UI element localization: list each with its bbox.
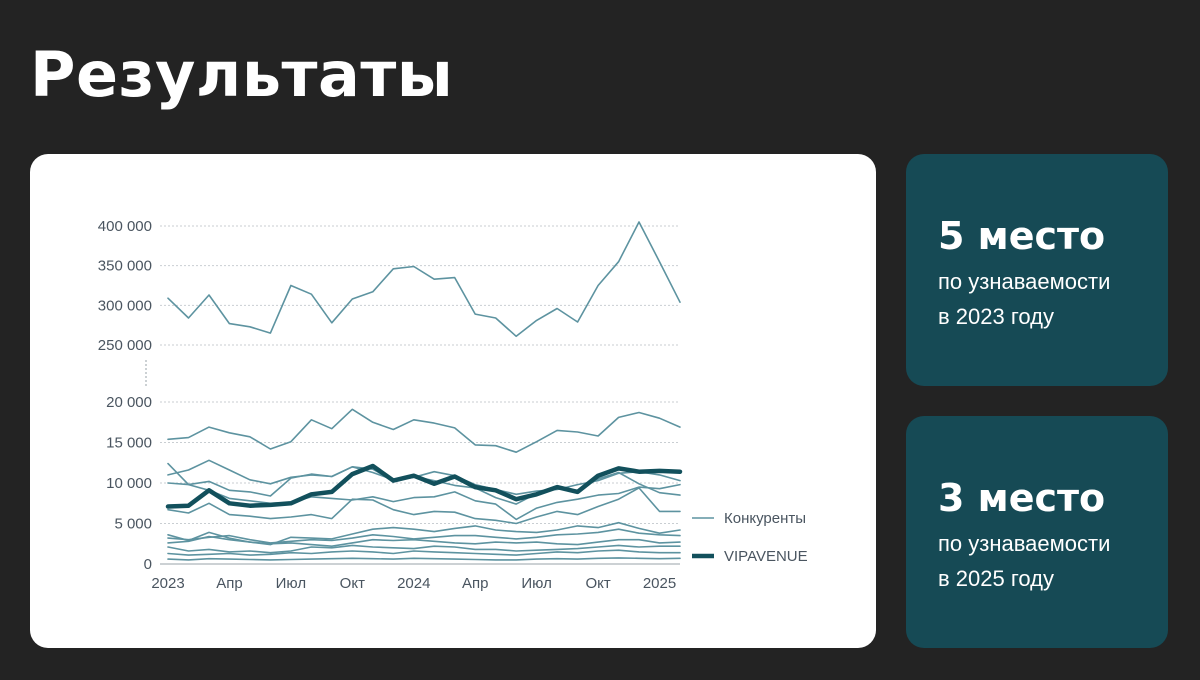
x-tick-label: Июл	[276, 575, 306, 592]
y-tick-label: 250 000	[98, 337, 152, 354]
y-tick-label: 20 000	[106, 394, 152, 411]
stat-rank: 3 место	[938, 476, 1106, 520]
x-tick-label: Окт	[340, 575, 365, 592]
x-tick-label: Апр	[216, 575, 242, 592]
series-line-competitor	[167, 549, 681, 556]
series-line-competitor	[167, 482, 681, 521]
chart-legend: Конкуренты VIPAVENUE	[692, 510, 808, 565]
series-line-competitor	[167, 544, 681, 554]
stat-caption-line: в 2025 году	[938, 566, 1054, 591]
y-tick-label: 10 000	[106, 475, 152, 492]
y-tick-label: 300 000	[98, 297, 152, 314]
legend-label: Конкуренты	[724, 510, 806, 527]
y-tick-label: 5 000	[114, 516, 152, 533]
series-line-competitor	[167, 528, 681, 544]
chart-lines	[165, 221, 683, 561]
series-line-competitor	[167, 408, 681, 454]
chart-axes: 250 000 300 000 350 000 400 000 0 5 000 10 000…	[98, 218, 676, 592]
stat-card-2023: 5 место по узнаваемости в 2023 году	[906, 154, 1168, 386]
stat-caption: по узнаваемости в 2023 году	[938, 264, 1158, 334]
chart-grid	[160, 225, 680, 565]
line-chart: 250 000 300 000 350 000 400 000 0 5 000 10 000…	[98, 218, 808, 592]
stat-rank: 5 место	[938, 214, 1106, 258]
series-line-competitor	[167, 221, 681, 338]
series-line-competitor	[167, 557, 681, 561]
x-tick-label: Апр	[462, 575, 488, 592]
x-tick-label: Окт	[585, 575, 610, 592]
stat-caption-line: по узнаваемости	[938, 269, 1111, 294]
series-line-vipavenue	[165, 463, 683, 509]
y-tick-label: 350 000	[98, 258, 152, 275]
x-tick-label: 2024	[397, 575, 430, 592]
x-tick-label: Июл	[521, 575, 551, 592]
series-line-competitor	[167, 535, 681, 548]
series-line-competitor	[167, 487, 681, 525]
stat-card-2025: 3 место по узнаваемости в 2025 году	[906, 416, 1168, 648]
stat-caption: по узнаваемости в 2025 году	[938, 526, 1158, 596]
y-tick-label: 15 000	[106, 435, 152, 452]
x-tick-label: 2023	[151, 575, 184, 592]
y-tick-label: 0	[144, 556, 152, 573]
y-tick-label: 400 000	[98, 218, 152, 235]
x-tick-label: 2025	[643, 575, 676, 592]
legend-label: VIPAVENUE	[724, 548, 808, 565]
page-title: Результаты	[30, 38, 454, 111]
stat-caption-line: в 2023 году	[938, 304, 1054, 329]
chart-card: 250 000 300 000 350 000 400 000 0 5 000 10 000…	[30, 154, 876, 648]
stat-caption-line: по узнаваемости	[938, 531, 1111, 556]
